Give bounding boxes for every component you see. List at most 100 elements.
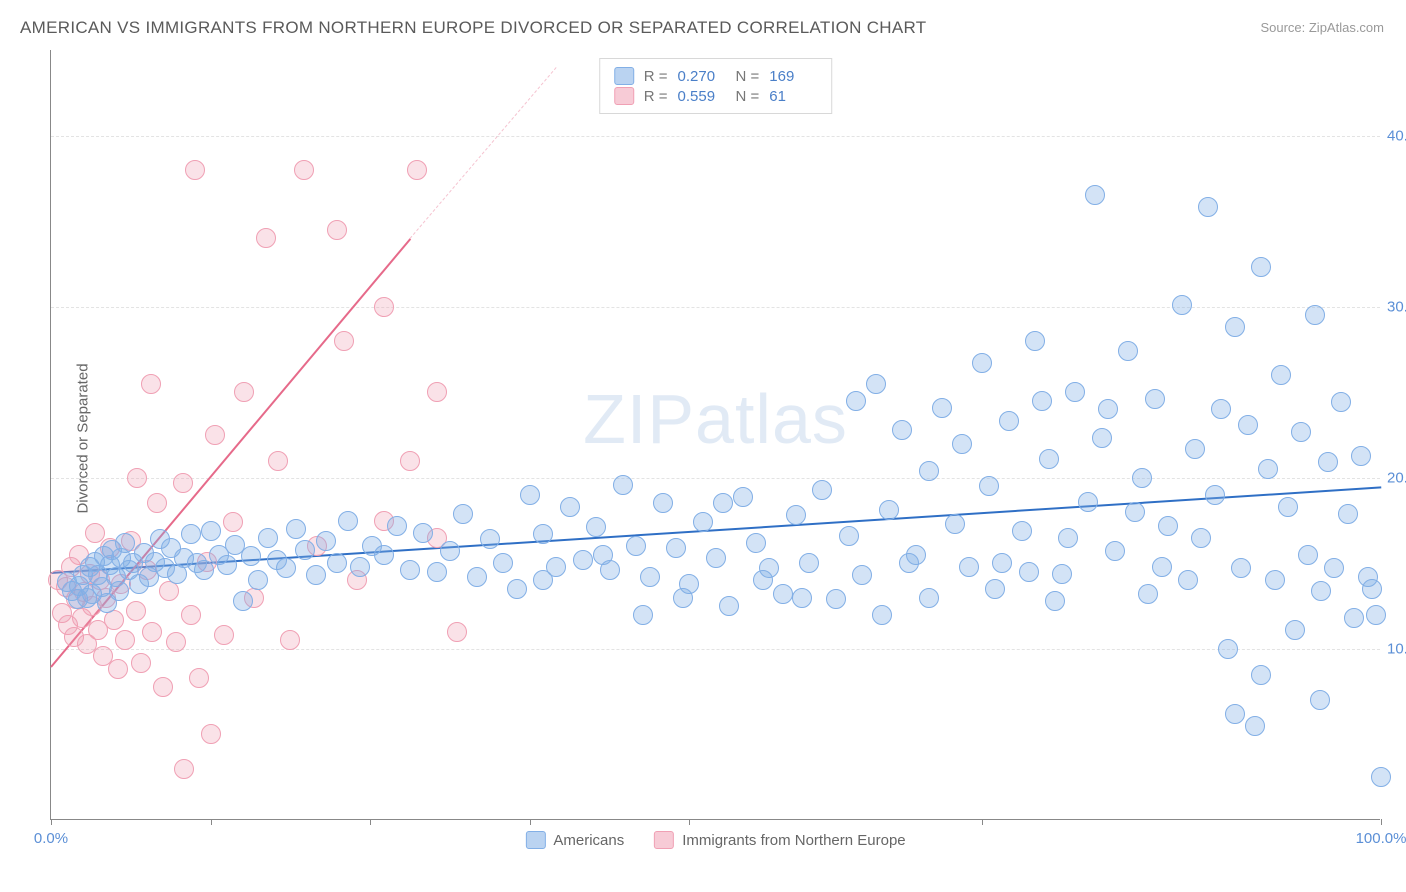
- data-point: [1225, 317, 1245, 337]
- data-point: [131, 653, 151, 673]
- data-point: [520, 485, 540, 505]
- data-point: [256, 228, 276, 248]
- data-point: [1052, 564, 1072, 584]
- data-point: [1118, 341, 1138, 361]
- swatch-pink-icon: [654, 831, 674, 849]
- data-point: [1218, 639, 1238, 659]
- data-point: [786, 505, 806, 525]
- r-label: R =: [644, 68, 668, 85]
- data-point: [1338, 504, 1358, 524]
- stat-row-blue: R = 0.270 N = 169: [614, 67, 818, 85]
- data-point: [1198, 197, 1218, 217]
- data-point: [1305, 305, 1325, 325]
- data-point: [613, 475, 633, 495]
- data-point: [919, 588, 939, 608]
- watermark: ZIPatlas: [583, 379, 848, 459]
- source-prefix: Source:: [1260, 20, 1308, 35]
- data-point: [1152, 557, 1172, 577]
- data-point: [306, 565, 326, 585]
- data-point: [1271, 365, 1291, 385]
- x-tick-mark: [982, 819, 983, 825]
- n-label: N =: [736, 68, 760, 85]
- data-point: [258, 528, 278, 548]
- data-point: [223, 512, 243, 532]
- r-label: R =: [644, 88, 668, 105]
- legend-item-immigrants: Immigrants from Northern Europe: [654, 831, 905, 849]
- data-point: [1158, 516, 1178, 536]
- data-point: [1138, 584, 1158, 604]
- data-point: [640, 567, 660, 587]
- x-tick-mark: [211, 819, 212, 825]
- gridline: [51, 478, 1380, 479]
- data-point: [1238, 415, 1258, 435]
- data-point: [673, 588, 693, 608]
- x-tick-mark: [689, 819, 690, 825]
- data-point: [1265, 570, 1285, 590]
- data-point: [467, 567, 487, 587]
- trend-line: [410, 67, 557, 239]
- data-point: [1058, 528, 1078, 548]
- data-point: [1251, 665, 1271, 685]
- source-link[interactable]: ZipAtlas.com: [1309, 20, 1384, 35]
- x-tick-mark: [370, 819, 371, 825]
- data-point: [147, 493, 167, 513]
- chart-title: AMERICAN VS IMMIGRANTS FROM NORTHERN EUR…: [20, 18, 926, 38]
- gridline: [51, 649, 1380, 650]
- legend-label-immigrants: Immigrants from Northern Europe: [682, 832, 905, 849]
- data-point: [166, 632, 186, 652]
- data-point: [327, 220, 347, 240]
- data-point: [387, 516, 407, 536]
- data-point: [626, 536, 646, 556]
- data-point: [932, 398, 952, 418]
- data-point: [1191, 528, 1211, 548]
- data-point: [350, 557, 370, 577]
- data-point: [115, 533, 135, 553]
- data-point: [127, 468, 147, 488]
- data-point: [189, 668, 209, 688]
- data-point: [427, 382, 447, 402]
- data-point: [945, 514, 965, 534]
- data-point: [999, 411, 1019, 431]
- data-point: [919, 461, 939, 481]
- data-point: [1205, 485, 1225, 505]
- data-point: [979, 476, 999, 496]
- data-point: [1078, 492, 1098, 512]
- plot-area: ZIPatlas R = 0.270 N = 169 R = 0.559 N =…: [50, 50, 1380, 820]
- x-tick-mark: [1381, 819, 1382, 825]
- data-point: [141, 374, 161, 394]
- data-point: [142, 622, 162, 642]
- y-tick-label: 10.0%: [1387, 640, 1406, 657]
- data-point: [374, 297, 394, 317]
- data-point: [400, 560, 420, 580]
- data-point: [338, 511, 358, 531]
- data-point: [593, 545, 613, 565]
- data-point: [560, 497, 580, 517]
- data-point: [839, 526, 859, 546]
- data-point: [115, 630, 135, 650]
- data-point: [852, 565, 872, 585]
- gridline: [51, 136, 1380, 137]
- data-point: [1258, 459, 1278, 479]
- swatch-pink-icon: [614, 87, 634, 105]
- n-value-blue: 169: [769, 68, 817, 85]
- data-point: [746, 533, 766, 553]
- data-point: [108, 659, 128, 679]
- data-point: [316, 531, 336, 551]
- data-point: [295, 540, 315, 560]
- data-point: [280, 630, 300, 650]
- data-point: [201, 521, 221, 541]
- data-point: [173, 473, 193, 493]
- data-point: [214, 625, 234, 645]
- data-point: [706, 548, 726, 568]
- data-point: [773, 584, 793, 604]
- data-point: [400, 451, 420, 471]
- data-point: [1145, 389, 1165, 409]
- watermark-zip: ZIP: [583, 380, 695, 458]
- data-point: [1225, 704, 1245, 724]
- data-point: [159, 581, 179, 601]
- data-point: [440, 541, 460, 561]
- data-point: [1310, 690, 1330, 710]
- bottom-legend: Americans Immigrants from Northern Europ…: [525, 831, 905, 849]
- data-point: [109, 581, 129, 601]
- data-point: [846, 391, 866, 411]
